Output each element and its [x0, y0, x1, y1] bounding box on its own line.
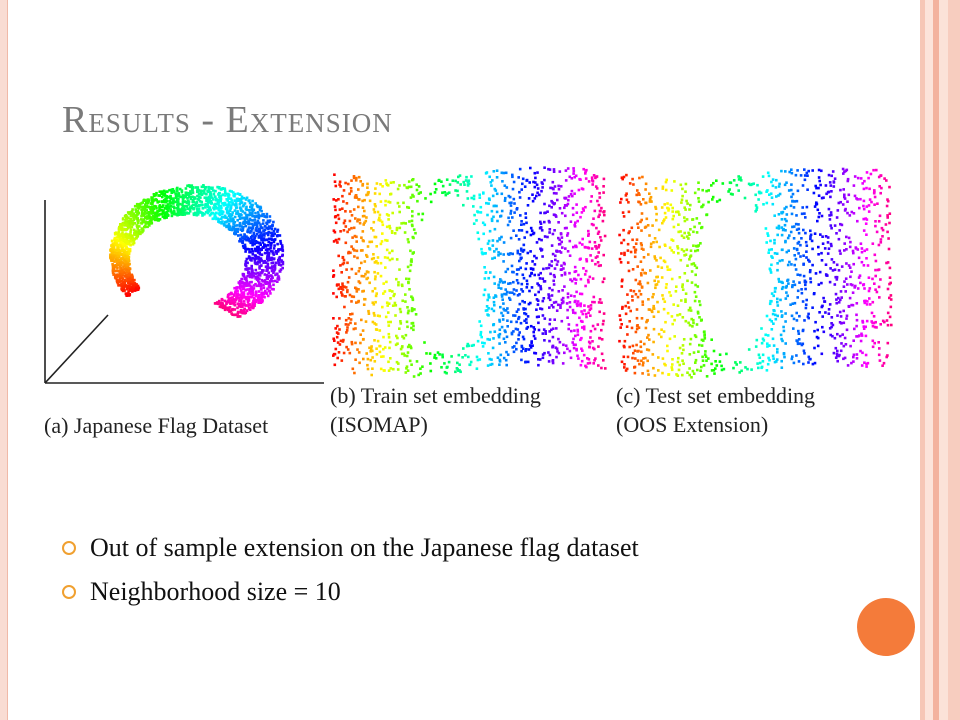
bullet-text: Out of sample extension on the Japanese … [90, 533, 639, 562]
flag-3d-scatter [109, 184, 285, 318]
caption-a: (a) Japanese Flag Dataset [44, 411, 268, 440]
bullet-text: Neighborhood size = 10 [90, 577, 341, 606]
test-embedding-scatter [618, 167, 893, 379]
slide-title: Results - Extension [62, 99, 393, 141]
bullet-item: Neighborhood size = 10 [62, 574, 639, 618]
embedding-figure [36, 150, 906, 450]
bullet-ring-icon [62, 585, 76, 599]
slide-frame-left [0, 0, 8, 720]
caption-b-line2: (ISOMAP) [330, 412, 428, 437]
bullet-list: Out of sample extension on the Japanese … [62, 530, 639, 618]
bullet-ring-icon [62, 541, 76, 555]
scatter-plots [44, 166, 893, 384]
caption-c-line2: (OOS Extension) [616, 412, 769, 437]
caption-a-line1: (a) Japanese Flag Dataset [44, 413, 269, 438]
caption-b: (b) Train set embedding (ISOMAP) [330, 381, 541, 439]
axes-3d [44, 200, 324, 384]
slide-frame-right [920, 0, 960, 720]
train-embedding-scatter [332, 166, 607, 378]
decorative-orange-circle [857, 598, 915, 656]
bullet-item: Out of sample extension on the Japanese … [62, 530, 639, 574]
caption-c-line1: (c) Test set embedding [616, 383, 816, 408]
caption-c: (c) Test set embedding (OOS Extension) [616, 381, 815, 439]
caption-b-line1: (b) Train set embedding [330, 383, 541, 408]
